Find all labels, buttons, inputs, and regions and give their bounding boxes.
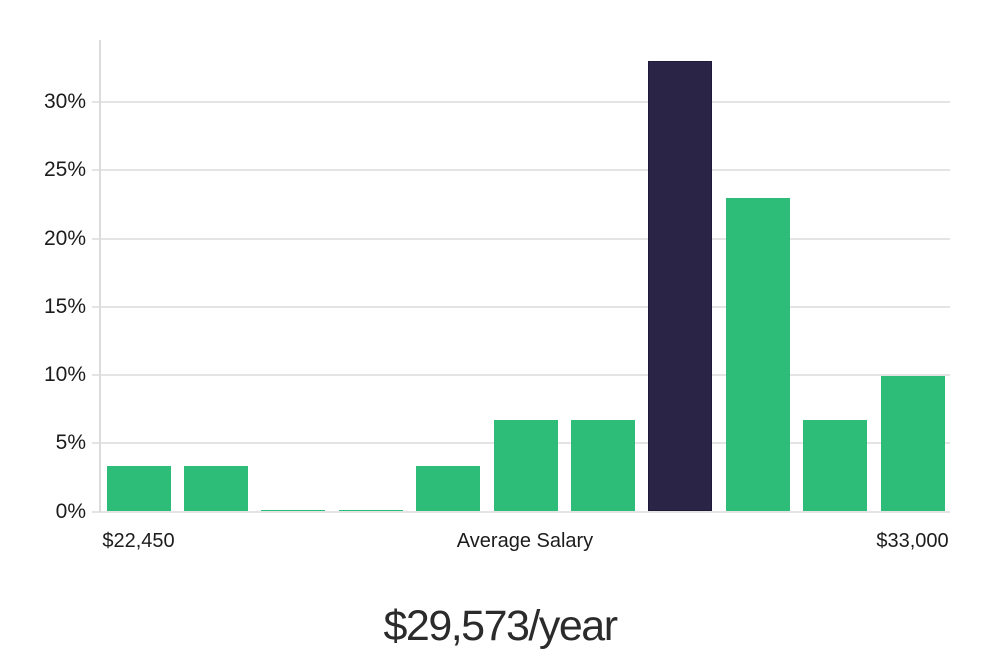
x-tick-label: $22,450 — [102, 530, 175, 552]
x-tick-label: $33,000 — [876, 530, 949, 552]
y-tick-label: 0% — [55, 499, 86, 523]
y-axis-line — [99, 40, 101, 512]
y-tick-label: 20% — [43, 226, 86, 250]
average-salary-value: $29,573/year — [383, 602, 618, 650]
gridline-25% — [92, 169, 950, 172]
y-tick-label: 10% — [43, 363, 86, 386]
bar — [570, 420, 635, 512]
x-tick-label: Average Salary — [456, 530, 594, 552]
bar — [880, 376, 945, 512]
gridline-20% — [92, 237, 950, 240]
gridline-0% — [92, 510, 950, 513]
y-tick-label: 5% — [55, 431, 86, 455]
bar — [416, 466, 481, 512]
gridline-10% — [92, 374, 950, 376]
y-tick-label: 25% — [43, 158, 86, 182]
y-tick-label: 15% — [43, 294, 86, 318]
y-tick-label: 30% — [43, 90, 86, 113]
bar — [725, 197, 790, 512]
highlighted-bar — [648, 61, 713, 512]
bar — [183, 466, 248, 512]
bar — [493, 420, 558, 512]
gridline-15% — [92, 305, 950, 308]
bar — [338, 510, 403, 512]
bar — [803, 420, 868, 512]
bar — [261, 510, 326, 512]
gridline-30% — [92, 101, 950, 103]
bar — [106, 466, 171, 512]
